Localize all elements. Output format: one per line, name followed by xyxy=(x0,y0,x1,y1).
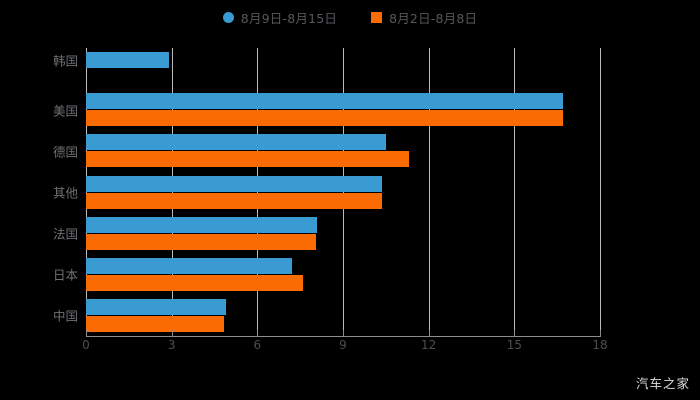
x-axis-tick xyxy=(428,330,430,337)
bar-法国-series-2[interactable] xyxy=(86,233,316,250)
bar-德国-series-1[interactable] xyxy=(86,134,386,151)
legend-item-series-2[interactable]: 8月2日-8月8日 xyxy=(371,8,477,27)
gridline xyxy=(600,48,601,336)
y-axis-category-label: 德国 xyxy=(52,144,78,160)
y-axis-category-label: 法国 xyxy=(52,226,78,242)
bar-美国-series-2[interactable] xyxy=(86,110,563,127)
bar-日本-series-2[interactable] xyxy=(86,274,304,291)
legend-label-series-1: 8月9日-8月15日 xyxy=(240,11,338,26)
bar-德国-series-2[interactable] xyxy=(86,151,409,168)
x-axis-tick-label: 18 xyxy=(592,338,608,352)
bar-其他-series-2[interactable] xyxy=(86,192,382,209)
plot-area xyxy=(86,48,601,336)
legend-label-series-2: 8月2日-8月8日 xyxy=(389,11,478,26)
x-axis-tick-label: 3 xyxy=(167,338,176,352)
bar-美国-series-1[interactable] xyxy=(86,93,563,110)
bar-中国-series-2[interactable] xyxy=(86,315,225,332)
chart-legend: 8月9日-8月15日 8月2日-8月8日 xyxy=(0,8,700,27)
gridline xyxy=(343,48,344,336)
gridline xyxy=(171,48,173,336)
x-axis-tick-label: 9 xyxy=(339,338,347,352)
x-axis-tick xyxy=(257,330,259,337)
bar-法国-series-1[interactable] xyxy=(86,216,318,233)
bar-日本-series-1[interactable] xyxy=(86,257,292,274)
x-axis-tick-label: 12 xyxy=(421,338,437,352)
legend-swatch-icon-series-2 xyxy=(371,12,383,23)
x-axis-tick xyxy=(343,330,344,337)
watermark-label: 汽车之家 xyxy=(635,376,690,391)
y-axis-category-label: 其他 xyxy=(52,185,78,201)
gridline xyxy=(428,48,430,336)
x-axis-tick-label: 0 xyxy=(82,338,90,352)
y-axis-category-label: 韩国 xyxy=(52,53,78,69)
x-axis-tick-label: 15 xyxy=(506,338,522,352)
x-axis-tick xyxy=(86,330,87,337)
gridline xyxy=(86,48,87,336)
bar-韩国-series-1[interactable] xyxy=(86,52,169,69)
x-axis-tick xyxy=(600,330,601,337)
gridline xyxy=(514,48,516,336)
bar-其他-series-1[interactable] xyxy=(86,175,382,192)
bar-中国-series-1[interactable] xyxy=(86,298,226,315)
y-axis-category-label: 中国 xyxy=(52,308,78,324)
x-axis-tick-label: 6 xyxy=(253,338,262,352)
gridline xyxy=(257,48,259,336)
legend-item-series-1[interactable]: 8月9日-8月15日 xyxy=(222,8,338,27)
legend-swatch-icon-series-1 xyxy=(222,12,234,23)
x-axis-tick xyxy=(171,330,173,337)
x-axis-tick xyxy=(514,330,516,337)
y-axis-category-label: 日本 xyxy=(52,267,78,283)
y-axis-category-label: 美国 xyxy=(52,103,78,119)
